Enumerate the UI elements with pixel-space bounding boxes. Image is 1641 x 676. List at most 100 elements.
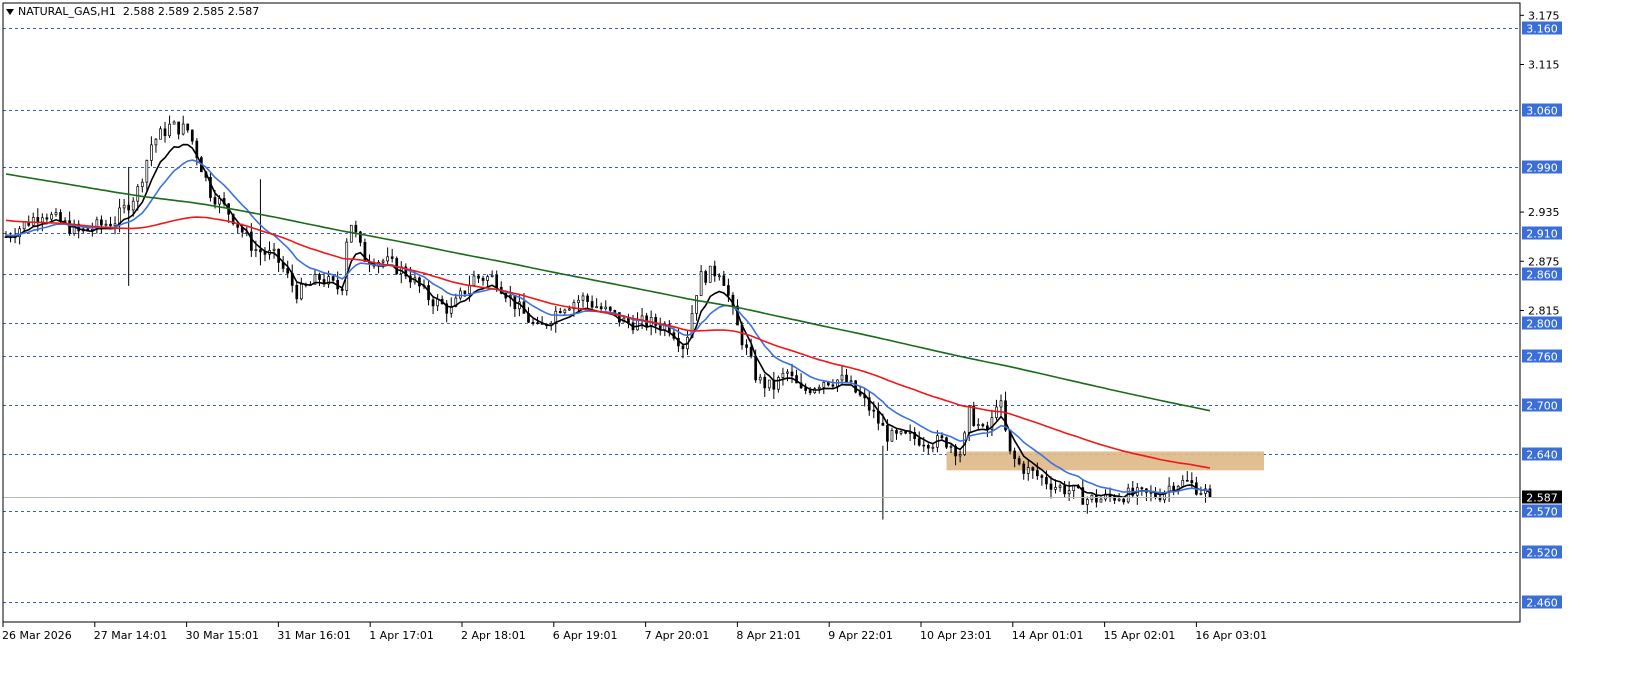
candle-body bbox=[254, 249, 258, 251]
y-tick-label: 3.175 bbox=[1528, 9, 1560, 22]
candle-body bbox=[568, 308, 571, 311]
candle-body bbox=[908, 432, 912, 434]
candle-body bbox=[113, 223, 117, 227]
candle-body bbox=[386, 256, 389, 262]
candle-body bbox=[40, 217, 44, 223]
candle-body bbox=[431, 299, 435, 307]
candle-body bbox=[231, 213, 235, 225]
level-tag bbox=[1522, 447, 1562, 461]
candle-body bbox=[100, 219, 103, 226]
candle-body bbox=[1049, 483, 1053, 490]
candle-body bbox=[345, 241, 349, 291]
ma-line-green bbox=[5, 173, 1211, 412]
level-tag bbox=[1522, 21, 1562, 35]
candle-body bbox=[122, 204, 126, 209]
candle-body bbox=[590, 301, 594, 308]
level-tag bbox=[1522, 398, 1562, 412]
candle-body bbox=[477, 275, 480, 279]
level-tag bbox=[1522, 226, 1562, 240]
candle-body bbox=[390, 256, 394, 259]
candle-body bbox=[899, 430, 903, 434]
candle-body bbox=[490, 274, 494, 277]
candle-body bbox=[854, 380, 857, 393]
level-tag-label: 2.800 bbox=[1526, 318, 1558, 331]
current-price-label: 2.587 bbox=[1526, 492, 1558, 505]
candle-body bbox=[359, 231, 362, 243]
x-tick-label: 14 Apr 01:01 bbox=[1012, 629, 1084, 642]
candle-body bbox=[331, 276, 335, 281]
x-tick-label: 6 Apr 19:01 bbox=[553, 629, 618, 642]
candle-body bbox=[145, 160, 149, 183]
candle-body bbox=[1004, 400, 1007, 431]
candle-body bbox=[349, 224, 353, 243]
candle-body bbox=[577, 299, 580, 303]
candle-body bbox=[940, 435, 944, 439]
candle-body bbox=[558, 310, 562, 314]
candle-body bbox=[840, 374, 844, 381]
candle-body bbox=[872, 409, 876, 412]
candle-body bbox=[881, 422, 885, 426]
candle-body bbox=[272, 248, 276, 251]
candle-body bbox=[531, 321, 535, 324]
level-tag bbox=[1522, 349, 1562, 363]
candle-body bbox=[926, 445, 930, 449]
candle-body bbox=[917, 438, 921, 446]
dropdown-arrow-icon[interactable] bbox=[6, 9, 14, 15]
level-tag bbox=[1522, 267, 1562, 281]
candle-body bbox=[454, 297, 458, 307]
candle-body bbox=[1026, 467, 1030, 474]
candle-body bbox=[1036, 470, 1039, 477]
candle-body bbox=[790, 371, 794, 376]
zone-layer bbox=[946, 451, 1264, 471]
candle-body bbox=[1085, 499, 1089, 505]
candle-body bbox=[445, 303, 449, 314]
level-tag-label: 2.520 bbox=[1526, 547, 1558, 560]
candle-body bbox=[1081, 487, 1085, 505]
candle-body bbox=[786, 371, 789, 374]
candle-body bbox=[849, 380, 853, 383]
candle-body bbox=[654, 316, 658, 326]
candle-body bbox=[18, 228, 21, 238]
candle-body bbox=[1181, 479, 1185, 487]
x-tick-label: 2 Apr 18:01 bbox=[461, 629, 526, 642]
level-tag-label: 3.060 bbox=[1526, 105, 1558, 118]
candle-body bbox=[895, 430, 898, 434]
candle-body bbox=[608, 306, 612, 311]
candle-body bbox=[563, 309, 567, 314]
candle-body bbox=[763, 376, 767, 389]
level-tag-label: 2.640 bbox=[1526, 449, 1558, 462]
candle-body bbox=[976, 424, 980, 427]
candle-body bbox=[1013, 450, 1016, 460]
candle-body bbox=[1199, 493, 1203, 495]
candle-body bbox=[867, 397, 871, 411]
candle-body bbox=[1054, 487, 1057, 490]
x-tick-label: 1 Apr 17:01 bbox=[369, 629, 434, 642]
candle-body bbox=[168, 123, 171, 137]
ma-line-black bbox=[5, 143, 1211, 499]
candle-body bbox=[31, 217, 35, 226]
symbol-label: NATURAL_GAS,H1 bbox=[18, 5, 116, 18]
candle-body bbox=[195, 140, 199, 159]
candle-body bbox=[1149, 491, 1153, 494]
candle-body bbox=[472, 275, 476, 286]
candle-body bbox=[209, 177, 212, 198]
candle-body bbox=[581, 295, 585, 301]
candle-body bbox=[922, 444, 926, 447]
candle-body bbox=[1095, 494, 1098, 503]
candle-body bbox=[758, 376, 762, 381]
candle-body bbox=[781, 372, 785, 378]
candle-body bbox=[981, 424, 985, 427]
candle-body bbox=[190, 129, 194, 142]
candle-body bbox=[1140, 487, 1144, 490]
candle-body bbox=[1022, 463, 1026, 474]
x-tick-label: 27 Mar 14:01 bbox=[94, 629, 167, 642]
level-tag bbox=[1522, 545, 1562, 559]
level-tag bbox=[1522, 504, 1562, 518]
candle-body bbox=[181, 123, 185, 135]
level-tag-label: 3.160 bbox=[1526, 23, 1558, 36]
candle-body bbox=[381, 260, 385, 263]
candle-body bbox=[354, 224, 358, 233]
candle-body bbox=[949, 445, 953, 448]
level-tag-label: 2.570 bbox=[1526, 506, 1558, 519]
